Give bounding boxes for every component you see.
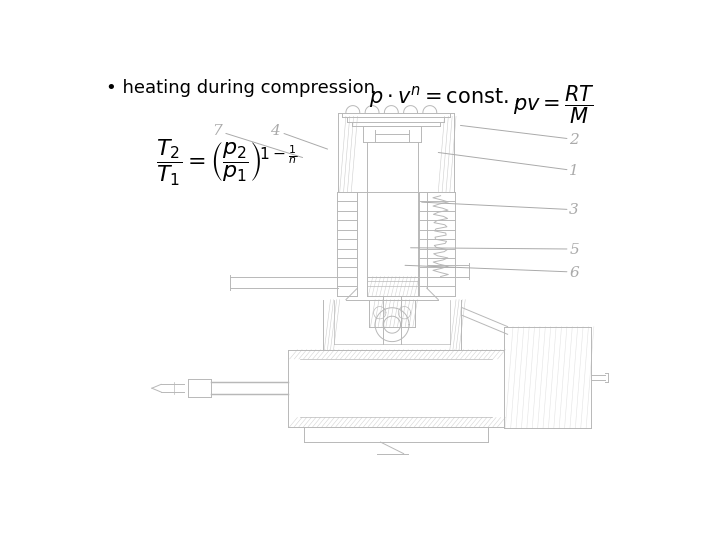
Text: $\dfrac{T_2}{T_1} = \left(\dfrac{p_2}{p_1}\right)^{\!1-\frac{1}{n}}$: $\dfrac{T_2}{T_1} = \left(\dfrac{p_2}{p_… [156,138,297,188]
Text: 5: 5 [570,243,579,257]
Text: 1: 1 [570,164,579,178]
Text: $p \cdot v^{n} = \mathrm{const.,}$: $p \cdot v^{n} = \mathrm{const.,}$ [369,84,520,110]
Text: 7: 7 [212,124,222,138]
Text: 3: 3 [570,204,579,217]
Text: 4: 4 [270,124,279,138]
Text: $pv = \dfrac{RT}{M}$: $pv = \dfrac{RT}{M}$ [513,84,595,126]
Text: 2: 2 [570,133,579,147]
Text: 6: 6 [570,266,579,280]
Text: • heating during compression: • heating during compression [106,79,374,97]
